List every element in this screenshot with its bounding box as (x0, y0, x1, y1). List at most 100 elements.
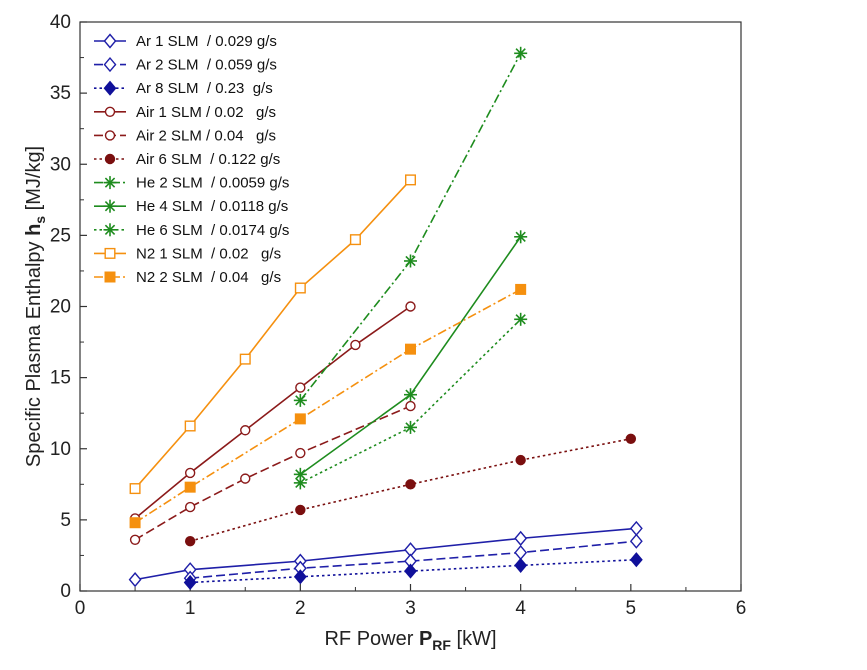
data-point (129, 483, 141, 495)
legend-label: Ar 1 SLM / 0.029 g/s (136, 33, 277, 50)
series-4 (129, 301, 416, 524)
star-stroke (405, 255, 416, 267)
series-10 (129, 174, 417, 495)
data-point (514, 230, 528, 244)
star-stroke (295, 395, 306, 406)
data-point (240, 473, 251, 484)
data-point (184, 501, 196, 513)
data-point (184, 481, 196, 493)
y-tick-label: 0 (60, 581, 71, 602)
legend-label: Ar 8 SLM / 0.23 g/s (136, 80, 273, 97)
data-point (184, 467, 196, 479)
data-point (404, 254, 417, 268)
legend-label: N2 2 SLM / 0.04 g/s (136, 269, 281, 286)
data-point (239, 353, 251, 365)
data-point (629, 520, 643, 536)
x-tick-label: 4 (515, 598, 526, 619)
legend-item: Ar 1 SLM / 0.029 g/s (94, 33, 277, 50)
series-5 (129, 400, 416, 545)
y-axis-label-bold: h (23, 224, 45, 236)
legend-item: Ar 2 SLM / 0.059 g/s (94, 57, 277, 74)
legend-swatch-marker (103, 33, 117, 49)
legend-swatch-marker (103, 80, 117, 96)
y-axis-label-sub: s (32, 216, 48, 224)
legend-label: Ar 2 SLM / 0.059 g/s (136, 57, 277, 74)
series-2 (183, 533, 643, 586)
series-line (134, 179, 412, 490)
legend-item: He 2 SLM / 0.0059 g/s (94, 175, 289, 192)
data-point (514, 312, 528, 326)
series-3 (183, 552, 643, 591)
data-point (349, 234, 361, 246)
legend-swatch-marker (103, 176, 117, 190)
series-group (128, 46, 643, 591)
data-point (629, 552, 643, 568)
legend-swatch-marker (103, 199, 117, 213)
data-point (404, 420, 417, 434)
legend-swatch-marker (104, 153, 116, 165)
series-6 (184, 433, 637, 547)
legend-swatch-marker (103, 57, 117, 73)
x-tick-label: 3 (405, 598, 416, 619)
data-point (625, 433, 637, 444)
legend-label: He 2 SLM / 0.0059 g/s (136, 175, 289, 192)
legend-swatch-marker (104, 106, 116, 118)
legend-label: Air 1 SLM / 0.02 g/s (136, 104, 276, 121)
star-stroke (104, 177, 116, 188)
legend-label: Air 2 SLM / 0.04 g/s (136, 127, 276, 144)
data-point (184, 420, 196, 432)
legend-swatch-marker (104, 130, 116, 141)
star-stroke (295, 477, 306, 489)
data-point (405, 343, 417, 355)
star-stroke (104, 224, 116, 235)
x-axis-label-suffix: [kW] (451, 628, 497, 650)
legend-item: Air 6 SLM / 0.122 g/s (94, 151, 280, 168)
y-tick-label: 40 (50, 12, 71, 33)
x-axis-label-prefix: RF Power (324, 628, 418, 650)
star-stroke (405, 422, 416, 433)
series-1 (128, 520, 643, 588)
data-point (293, 393, 307, 407)
data-point (404, 563, 417, 579)
x-axis-label: RF Power PRF [kW] (324, 628, 496, 653)
data-point (350, 339, 361, 351)
data-point (514, 557, 528, 573)
legend-swatch-marker (103, 223, 117, 237)
y-tick-label: 10 (50, 439, 71, 460)
x-axis-label-bold: P (419, 628, 432, 650)
data-point (514, 46, 528, 60)
series-line (189, 438, 631, 542)
axes: 0 1 2 3 4 5 6 0 5 10 15 20 25 30 35 40 (50, 12, 746, 619)
x-tick-label: 6 (736, 598, 747, 619)
legend-swatch-marker (104, 247, 116, 259)
data-point (294, 282, 306, 294)
star-stroke (295, 469, 306, 480)
data-point (405, 174, 417, 186)
y-tick-label: 35 (50, 83, 71, 104)
star-stroke (515, 314, 526, 325)
data-point (129, 517, 141, 529)
x-tick-label: 5 (626, 598, 637, 619)
data-point (184, 536, 196, 547)
series-line (134, 305, 411, 520)
series-9 (293, 312, 528, 490)
data-point (129, 534, 141, 545)
data-point (295, 447, 306, 459)
legend-item: Air 1 SLM / 0.02 g/s (94, 104, 276, 121)
y-tick-label: 25 (50, 225, 71, 246)
y-tick-label: 30 (50, 154, 71, 175)
series-line (134, 527, 637, 581)
legend-label: Air 6 SLM / 0.122 g/s (136, 151, 280, 168)
series-line (134, 405, 411, 541)
y-tick-label: 20 (50, 297, 71, 318)
x-tick-label: 0 (75, 598, 86, 619)
y-axis-label-prefix: Specific Plasma Enthalpy (23, 236, 45, 467)
star-stroke (515, 48, 526, 59)
y-axis-label: Specific Plasma Enthalpy hs [MJ/kg] (23, 146, 48, 467)
legend-item: He 6 SLM / 0.0174 g/s (94, 222, 289, 239)
star-stroke (104, 201, 116, 212)
data-point (404, 388, 417, 402)
star-stroke (405, 389, 416, 400)
data-point (629, 533, 643, 549)
data-point (183, 574, 197, 591)
